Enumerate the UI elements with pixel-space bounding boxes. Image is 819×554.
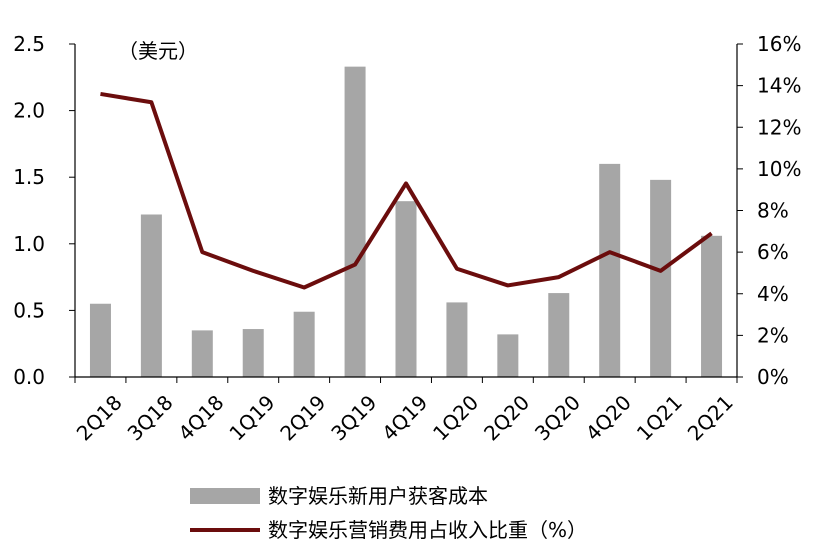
bar [701,235,723,377]
unit-label: （美元） [118,39,198,63]
bar [650,179,672,377]
y-tick-label-left: 1.5 [13,165,45,189]
y-tick-label-right: 6% [757,240,789,264]
x-tick-label: 3Q19 [326,390,381,445]
y-tick-label-left: 2.0 [13,99,45,123]
bar-series [89,66,723,378]
y-tick-label-right: 12% [757,115,801,139]
y-tick-label-right: 4% [757,282,789,306]
y-tick-label-left: 0.0 [13,365,45,389]
x-tick-label: 3Q18 [123,390,178,445]
y-tick-label-right: 2% [757,323,789,347]
x-tick-label: 1Q19 [224,390,279,445]
bar [89,303,111,377]
x-tick-label: 1Q21 [632,390,687,445]
y-tick-label-left: 0.5 [13,298,45,322]
bar [293,311,315,377]
bar [140,214,162,377]
bar [344,66,366,378]
bar [599,163,621,377]
y-tick-label-right: 8% [757,199,789,223]
legend: 数字娱乐新用户获客成本 数字娱乐营销费用占收入比重（%） [190,484,587,542]
x-tick-label: 4Q20 [581,390,636,445]
bar [395,201,417,377]
y-tick-label-right: 10% [757,157,801,181]
x-tick-label: 2Q21 [683,390,738,445]
bar [548,293,570,377]
x-tick-label: 2Q20 [479,390,534,445]
legend-bar-label: 数字娱乐新用户获客成本 [268,484,488,508]
bar [446,302,468,377]
legend-line-label: 数字娱乐营销费用占收入比重（%） [268,518,587,542]
y-tick-label-left: 1.0 [13,232,45,256]
bar [242,329,264,377]
y-tick-label-right: 0% [757,365,789,389]
x-tick-label: 2Q18 [72,390,127,445]
y-tick-label-right: 16% [757,32,801,56]
x-tick-label: 2Q19 [275,390,330,445]
y-tick-label-left: 2.5 [13,32,45,56]
y-tick-label-right: 14% [757,74,801,98]
x-tick-label: 4Q18 [173,390,228,445]
x-tick-label: 1Q20 [428,390,483,445]
bar [497,334,519,377]
bar [191,330,213,377]
line-series [100,91,713,290]
legend-bar-swatch [190,488,260,504]
x-tick-label: 4Q19 [377,390,432,445]
x-tick-label: 3Q20 [530,390,585,445]
